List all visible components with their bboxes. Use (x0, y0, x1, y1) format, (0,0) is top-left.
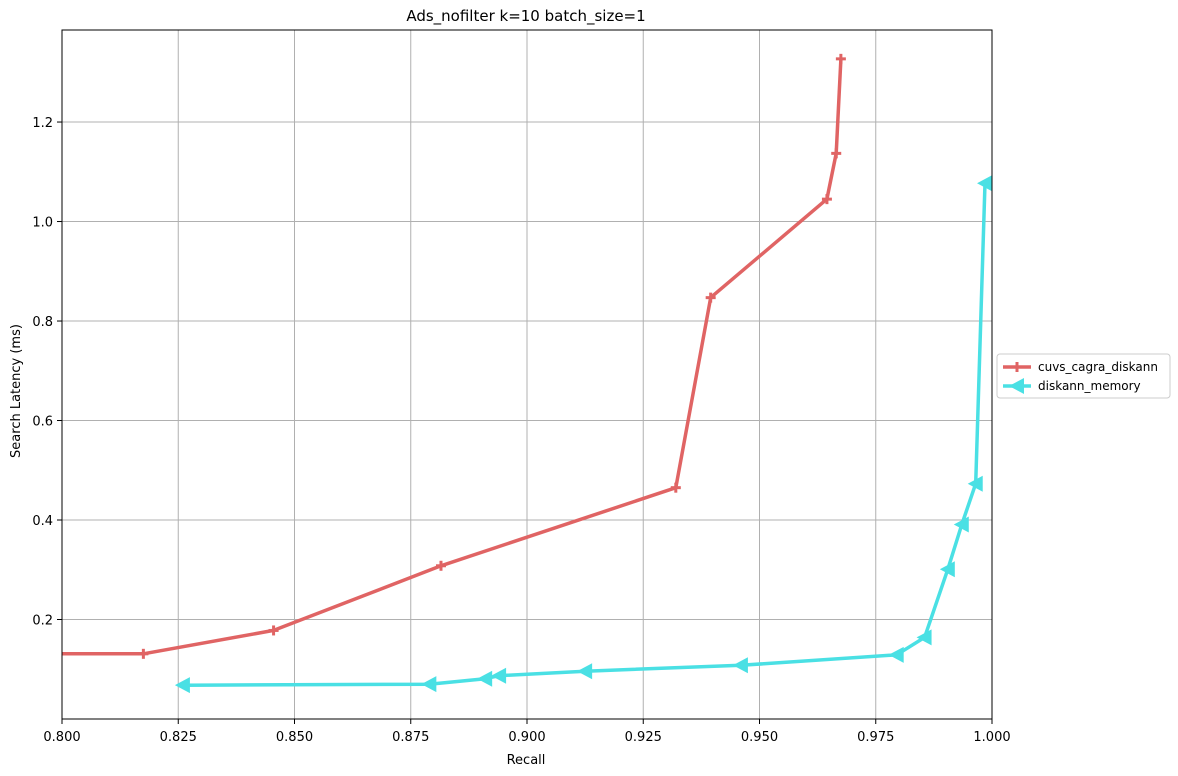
x-tick-label: 0.975 (857, 730, 894, 745)
data-point (138, 648, 149, 659)
grid (61, 30, 993, 719)
data-point (916, 629, 932, 646)
x-tick-label: 0.825 (160, 730, 197, 745)
y-tick-label: 0.6 (32, 415, 53, 430)
data-point (6, 649, 16, 659)
y-tick-label: 1.0 (32, 216, 53, 231)
legend: cuvs_cagra_diskann diskann_memory (996, 353, 1171, 399)
series-diskann_memory (174, 175, 992, 694)
data-point (577, 663, 593, 680)
x-tick-label: 0.925 (625, 730, 662, 745)
data-point (1012, 362, 1022, 372)
data-point (732, 657, 748, 674)
data-point (670, 482, 681, 493)
x-tick-label: 0.875 (392, 730, 429, 745)
data-point (477, 670, 493, 687)
data-point (435, 560, 446, 571)
x-tick-label: 0.950 (741, 730, 778, 745)
x-tick-label: 0.850 (276, 730, 313, 745)
data-point (1009, 378, 1024, 394)
y-tick-label: 0.2 (32, 614, 53, 629)
data-point (939, 561, 955, 578)
data-point (888, 646, 904, 663)
chart-title: Ads_nofilter k=10 batch_size=1 (406, 7, 645, 26)
x-axis-label: Recall (507, 753, 546, 768)
y-tick-label: 1.2 (32, 116, 53, 131)
series-line (62, 58, 843, 656)
data-point (268, 625, 279, 636)
data-point (821, 194, 832, 205)
axis-ticks: 0.800 0.825 0.850 0.875 0.900 0.925 0.950 0.975… (32, 116, 1010, 745)
data-point (421, 676, 437, 693)
y-tick-label: 0.4 (32, 514, 53, 529)
data-point (491, 667, 507, 684)
plot-series (6, 53, 992, 694)
data-point (174, 677, 190, 694)
x-tick-label: 1.000 (973, 730, 1010, 745)
y-axis-label: Search Latency (ms) (9, 324, 24, 458)
data-point (977, 175, 992, 192)
series-line (182, 183, 987, 687)
data-point (831, 148, 842, 159)
legend-label: diskann_memory (1038, 379, 1141, 393)
series-cuvs_cagra_diskann (6, 53, 846, 659)
y-tick-label: 0.8 (32, 315, 53, 330)
data-point (705, 292, 716, 303)
legend-box (996, 353, 1171, 399)
legend-item: diskann_memory (1003, 378, 1141, 394)
legend-item: cuvs_cagra_diskann (1003, 360, 1158, 374)
x-tick-label: 0.800 (43, 730, 80, 745)
data-point (953, 516, 969, 533)
x-tick-label: 0.900 (508, 730, 545, 745)
data-point (967, 475, 983, 492)
legend-label: cuvs_cagra_diskann (1038, 360, 1158, 374)
data-point (835, 53, 846, 64)
